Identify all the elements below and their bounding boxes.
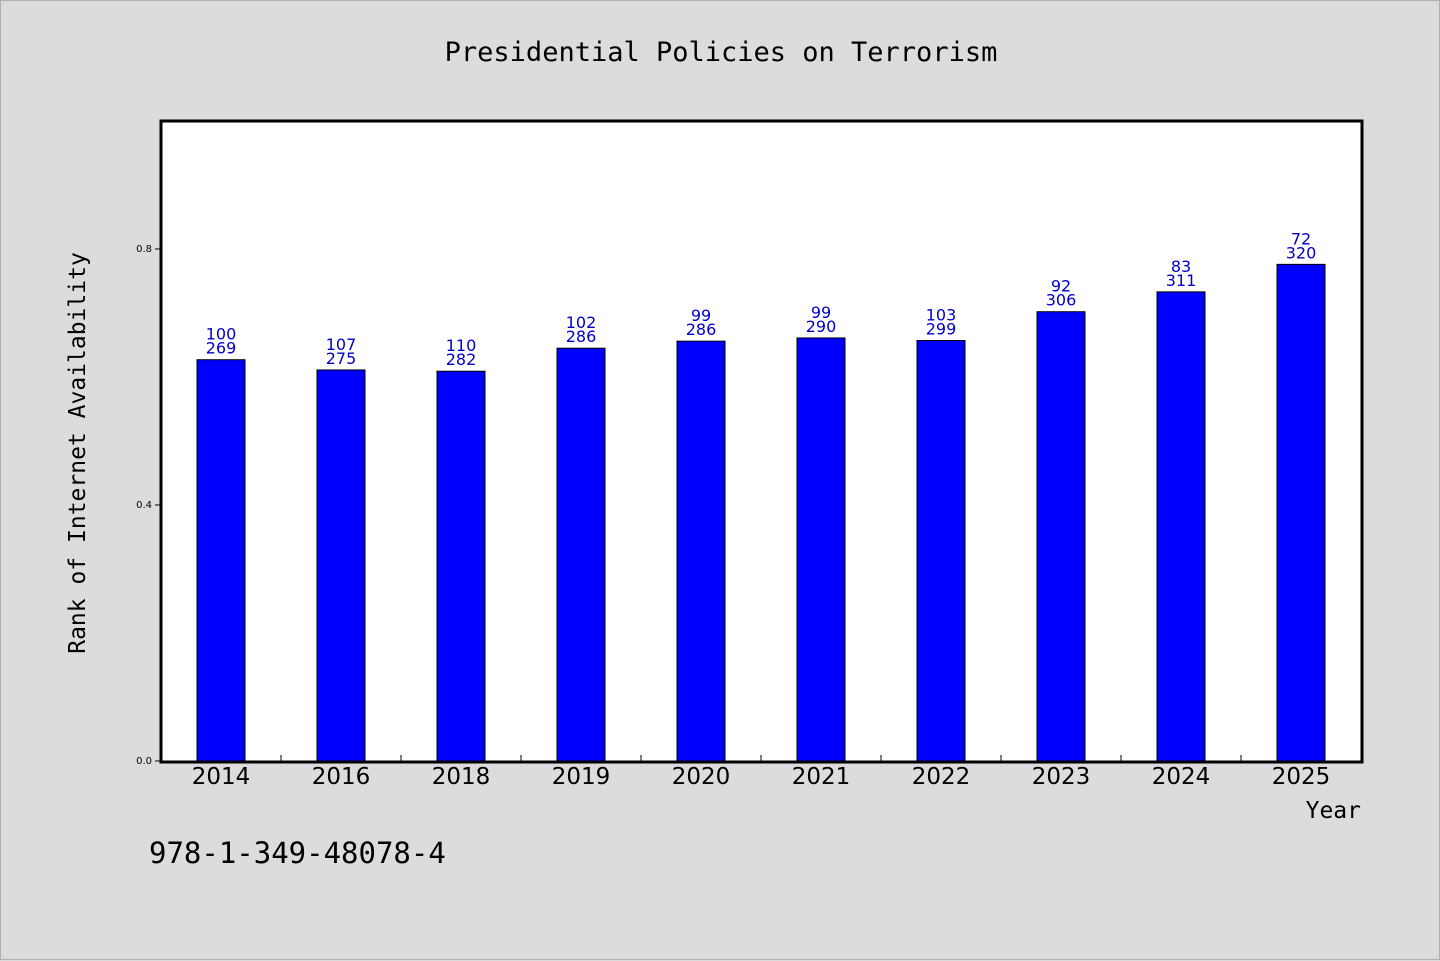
x-tick-label: 2023 [1032,764,1091,790]
bar-2022 [916,340,966,762]
data-label-top: 83 [1171,257,1191,276]
data-label-top: 92 [1051,277,1071,296]
bar-2023 [1036,311,1086,762]
x-tick-label: 2018 [432,764,491,790]
x-tick-label: 2020 [672,764,731,790]
data-label-top: 103 [926,306,957,325]
bars-layer [196,263,1326,762]
data-label-top: 102 [566,313,597,332]
data-label-bottom: 290 [806,317,837,336]
y-tick-label: 0.8 [136,244,152,255]
x-tick-label: 2014 [192,764,251,790]
bar-2018 [436,370,486,762]
bar-2019 [556,347,606,762]
data-label-bottom: 282 [446,350,477,369]
data-label-top: 100 [206,325,237,344]
x-axis-label: Year [1306,798,1361,824]
bar-2014 [196,359,246,762]
isbn-number: 978-1-349-48078-4 [149,836,446,870]
data-label-bottom: 275 [326,349,357,368]
data-label-bottom: 299 [926,320,957,339]
y-axis-label: Rank of Internet Availability [65,252,91,654]
data-label-top: 72 [1291,229,1311,248]
y-axis: 0.0 0.4 0.8 [136,244,161,767]
bar-2021 [796,337,846,762]
data-label-bottom: 320 [1286,243,1317,262]
bar-2025 [1276,263,1326,762]
data-label-top: 110 [446,336,477,355]
data-label-bottom: 306 [1046,291,1077,310]
x-tick-label: 2021 [792,764,851,790]
data-label-bottom: 269 [206,339,237,358]
x-axis: 2014 2016 2018 2019 2020 2021 2022 2023 2024 2025 [192,755,1331,790]
y-tick-label: 0.4 [136,500,152,511]
x-tick-label: 2022 [912,764,971,790]
bar-2024 [1156,291,1206,762]
x-tick-label: 2025 [1272,764,1331,790]
bar-2016 [316,369,366,762]
x-tick-label: 2019 [552,764,611,790]
data-label-bottom: 286 [686,320,717,339]
bar-2020 [676,340,726,762]
data-label-top: 107 [326,335,357,354]
x-tick-label: 2016 [312,764,371,790]
data-label-top: 99 [811,303,831,322]
x-tick-label: 2024 [1152,764,1211,790]
y-tick-label: 0.0 [136,756,152,767]
data-label-top: 99 [691,306,711,325]
data-label-bottom: 286 [566,327,597,346]
chart-title: Presidential Policies on Terrorism [445,37,998,68]
plot-frame [159,119,1364,764]
data-label-bottom: 311 [1166,271,1197,290]
